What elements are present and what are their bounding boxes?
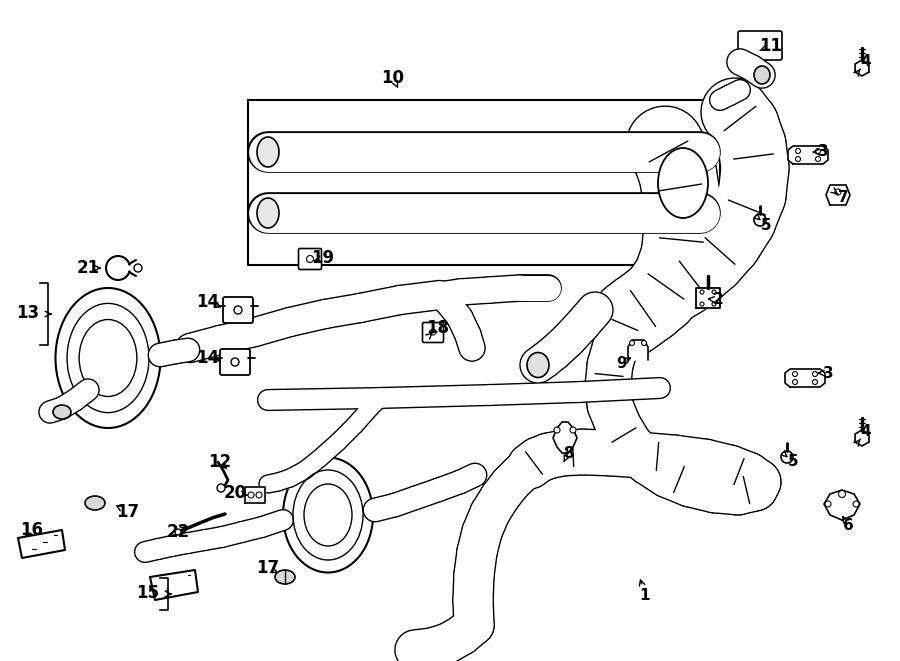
Text: 3: 3 [818,145,828,159]
Circle shape [712,302,716,306]
Circle shape [234,306,242,314]
Circle shape [134,264,142,272]
Circle shape [642,340,646,346]
Text: 13: 13 [16,304,40,322]
Text: 6: 6 [842,518,853,533]
Text: 8: 8 [562,446,573,461]
Circle shape [700,302,704,306]
Text: 14: 14 [196,293,220,311]
Text: 14: 14 [196,349,220,367]
Text: 11: 11 [760,37,782,55]
Ellipse shape [283,457,373,572]
Ellipse shape [85,496,105,510]
Circle shape [629,340,634,346]
Text: 9: 9 [616,356,627,371]
Polygon shape [855,430,868,446]
Circle shape [307,256,313,262]
Polygon shape [785,369,825,387]
Circle shape [835,189,841,195]
Polygon shape [826,185,850,205]
Ellipse shape [257,137,279,167]
Circle shape [796,157,800,161]
Polygon shape [824,490,860,520]
Circle shape [796,149,800,153]
Text: 18: 18 [427,319,449,337]
FancyBboxPatch shape [299,249,321,270]
Text: 5: 5 [760,217,771,233]
Polygon shape [245,487,265,503]
Text: 5: 5 [788,455,798,469]
Ellipse shape [53,405,71,419]
Circle shape [712,290,716,294]
Circle shape [839,490,845,498]
Polygon shape [248,100,720,265]
FancyBboxPatch shape [738,31,782,60]
FancyBboxPatch shape [422,323,444,342]
Text: 4: 4 [860,424,871,440]
Circle shape [754,214,766,226]
Circle shape [217,484,225,492]
Circle shape [231,358,239,366]
Polygon shape [150,570,198,600]
Circle shape [813,371,817,377]
Text: 10: 10 [382,69,404,87]
Polygon shape [628,340,648,360]
Circle shape [256,492,262,498]
Circle shape [248,492,254,498]
Ellipse shape [56,288,160,428]
Ellipse shape [275,570,295,584]
Ellipse shape [257,198,279,228]
Polygon shape [855,60,868,76]
Circle shape [825,501,831,507]
Text: 17: 17 [116,503,140,521]
Text: 19: 19 [311,249,335,267]
Circle shape [175,529,181,535]
Circle shape [853,501,859,507]
Text: 15: 15 [137,584,159,602]
Text: 17: 17 [256,559,280,577]
Circle shape [430,329,436,335]
FancyBboxPatch shape [223,297,253,323]
Text: 3: 3 [823,366,833,381]
Text: 20: 20 [223,484,247,502]
Circle shape [570,427,576,433]
Circle shape [793,379,797,385]
Circle shape [781,451,793,463]
Polygon shape [696,288,720,308]
Ellipse shape [754,66,770,84]
Circle shape [554,427,560,433]
Text: 4: 4 [860,54,871,69]
Ellipse shape [527,352,549,377]
Text: 16: 16 [21,521,43,539]
Circle shape [815,157,821,161]
Circle shape [700,290,704,294]
Circle shape [793,371,797,377]
Circle shape [815,149,821,153]
Polygon shape [788,146,828,164]
Polygon shape [18,530,65,558]
Circle shape [813,379,817,385]
FancyBboxPatch shape [220,349,250,375]
Text: 21: 21 [76,259,100,277]
Text: 1: 1 [640,588,650,602]
Text: 2: 2 [713,293,724,307]
Polygon shape [553,422,577,453]
Text: 22: 22 [166,523,190,541]
Text: 12: 12 [209,453,231,471]
Ellipse shape [658,148,708,218]
Text: 7: 7 [838,190,849,206]
